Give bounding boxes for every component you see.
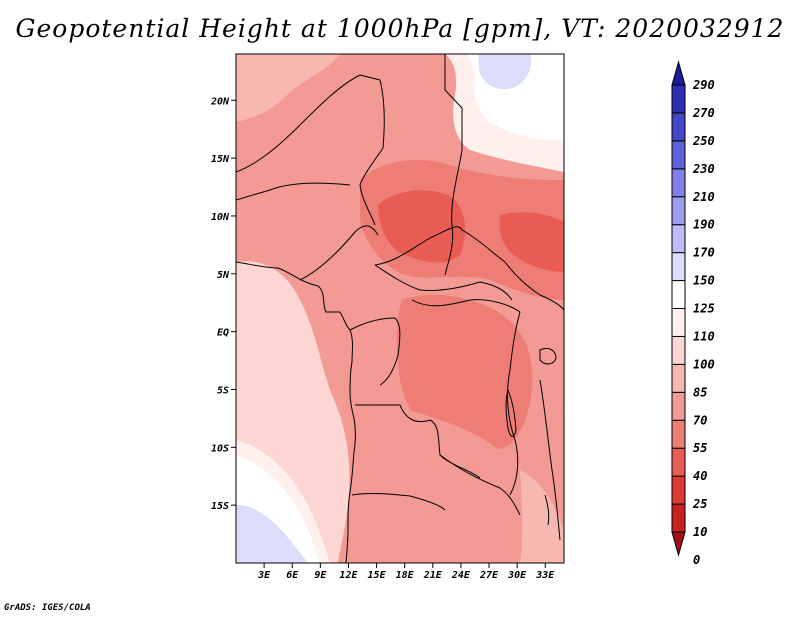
border-drc-north: [411, 299, 521, 313]
x-axis: 3E 6E 9E 12E 15E 18E 21E 24E 27E 30E 33E: [257, 563, 555, 581]
colorbar-label: 0: [693, 553, 700, 567]
lake-victoria: [539, 347, 557, 365]
colorbar-cell: [671, 391, 686, 421]
border-drc-west: [349, 317, 401, 386]
colorbar-label: 125: [693, 302, 715, 316]
colorbar-label: 10: [693, 525, 707, 539]
colorbar-cell: [671, 112, 686, 142]
colorbar-label: 230: [692, 162, 715, 176]
colorbar-cell: [671, 252, 686, 282]
y-tick-label: 5N: [217, 270, 230, 281]
colorbar-label: 170: [693, 246, 715, 260]
colorbar-label: 150: [693, 274, 715, 288]
border-niger-chad: [359, 147, 384, 226]
colorbar-label: 190: [693, 218, 715, 232]
colorbar-cell: [671, 475, 686, 505]
colorbar-label: 70: [693, 413, 707, 427]
colorbar-label: 210: [692, 190, 715, 204]
x-tick-label: 15E: [368, 570, 387, 581]
border-nigeria-north: [236, 182, 351, 201]
x-tick-label: 12E: [339, 570, 358, 581]
colorbar-cell: [671, 224, 686, 254]
lake-malawi: [544, 494, 550, 526]
border-libya-chad: [359, 74, 385, 149]
y-axis: 20N 15N 10N 5N EQ 5S 10S 15S: [210, 96, 236, 512]
border-tanzania: [539, 379, 561, 541]
colorbar-label: 25: [692, 497, 707, 511]
colorbar-label: 55: [693, 441, 707, 455]
x-tick-label: 33E: [535, 570, 555, 581]
border-car-south: [374, 264, 513, 301]
x-tick-label: 27E: [479, 570, 499, 581]
colorbar-label: 85: [693, 385, 707, 399]
colorbar-cell: [671, 168, 686, 198]
x-tick-label: 30E: [507, 570, 527, 581]
colorbar-cell: [671, 60, 686, 86]
border-libya-egypt: [444, 54, 463, 150]
y-tick-label: 5S: [217, 385, 229, 396]
y-tick-label: 10N: [211, 212, 230, 223]
northwest-pale: [236, 54, 340, 122]
colorbar-cell: [671, 363, 686, 393]
colorbar-label: 110: [693, 329, 715, 343]
colorbar-cell: [671, 447, 686, 477]
grads-credit: GrADS: IGES/COLA: [4, 603, 91, 613]
colorbar-cell: [671, 140, 686, 170]
east-low-core: [499, 212, 564, 272]
colorbar-labels: 0 10 25 40 55 70 85 100 110 125 150 170 190 210 230 250…: [692, 78, 715, 567]
southwest-high-center: [236, 504, 308, 563]
colorbar-cell: [671, 531, 686, 557]
colorbar-label: 100: [693, 357, 715, 371]
y-tick-label: 10S: [211, 443, 229, 454]
x-tick-label: 6E: [286, 570, 299, 581]
x-tick-label: 24E: [451, 570, 471, 581]
border-angola-drc: [355, 404, 481, 479]
border-zambia: [439, 454, 521, 516]
colorbar-label: 290: [692, 78, 715, 92]
colorbar-cell: [671, 335, 686, 365]
x-tick-label: 18E: [396, 570, 415, 581]
border-chad-sudan: [444, 149, 463, 276]
map-frame: [235, 53, 565, 564]
congo-basin: [396, 294, 533, 451]
northeast-high-center: [478, 54, 532, 90]
border-algeria-niger: [236, 74, 361, 173]
colorbar-cells: [671, 60, 686, 557]
y-tick-label: 15S: [211, 501, 229, 512]
border-nigeria-cameroon: [299, 225, 379, 281]
x-tick-label: 3E: [257, 570, 271, 581]
y-tick-label: 15N: [211, 154, 230, 165]
colorbar-cell: [671, 84, 686, 114]
colorbar-cell: [671, 196, 686, 226]
colorbar-cell: [671, 308, 686, 337]
x-tick-label: 21E: [423, 570, 443, 581]
border-drc-east: [507, 311, 521, 496]
x-tick-label: 9E: [314, 570, 327, 581]
east-coast-pale: [520, 470, 564, 563]
border-car-north: [374, 226, 463, 266]
shaded-field: [236, 54, 564, 563]
y-tick-label: 20N: [210, 96, 230, 107]
border-angola-namibia: [351, 492, 446, 511]
colorbar-label: 40: [693, 469, 707, 483]
y-tick-label: EQ: [217, 328, 229, 339]
chart-title: Geopotential Height at 1000hPa [gpm], VT…: [15, 14, 785, 43]
country-borders: [236, 54, 564, 563]
colorbar-label: 250: [692, 134, 715, 148]
coastline: [236, 261, 356, 563]
central-low-core: [378, 190, 466, 263]
colorbar-cell: [671, 419, 686, 449]
colorbar-label: 270: [692, 106, 715, 120]
border-south-sudan: [461, 229, 564, 311]
southern-africa: [350, 403, 526, 563]
colorbar-cell: [671, 280, 686, 309]
lake-tanganyika: [505, 389, 517, 437]
colorbar-cell: [671, 503, 686, 533]
